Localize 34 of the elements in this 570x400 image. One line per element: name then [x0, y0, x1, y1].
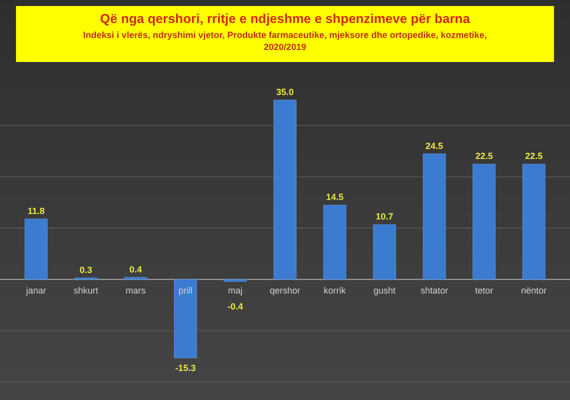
x-tick-label: prill [178, 285, 192, 296]
data-label: 22.5 [475, 151, 493, 162]
x-tick-label: janar [25, 285, 46, 296]
bar [124, 277, 148, 280]
data-label: 24.5 [426, 140, 444, 151]
bar [274, 100, 296, 280]
x-tick-label: qershor [270, 285, 300, 296]
x-tick-label: shtator [420, 285, 448, 296]
x-tick-label: shkurt [74, 285, 99, 296]
data-label: -0.4 [227, 301, 243, 312]
x-tick-label: gusht [374, 285, 396, 296]
bar [224, 279, 247, 282]
bar [472, 164, 496, 280]
data-label: 22.5 [525, 151, 543, 162]
chart-subtitle: Indeksi i vlerës, ndryshimi vjetor, Produkte farmaceutike, mjeksore dhe ortopedike, kozmetike, 2020/2019 [83, 30, 487, 52]
data-label: 35.0 [276, 87, 294, 97]
data-label: 10.7 [376, 212, 394, 222]
bar [174, 279, 197, 358]
data-label: -15.3 [175, 362, 196, 373]
bar [24, 218, 48, 280]
data-label: 11.8 [28, 206, 45, 216]
x-tick-label: nëntor [521, 285, 547, 296]
data-label: 0.4 [129, 264, 142, 274]
x-tick-label: mars [126, 285, 146, 296]
bar [373, 224, 396, 280]
bar [422, 154, 446, 280]
data-label: 14.5 [326, 192, 344, 202]
x-tick-label: maj [228, 285, 242, 296]
chart-title: Që nga qershori, rritje e ndjeshme e shpenzimeve për barna [100, 11, 471, 26]
data-label: 0.3 [80, 264, 92, 275]
bar [323, 204, 346, 280]
x-tick-label: tetor [475, 285, 494, 296]
bar [522, 164, 546, 280]
x-tick-label: korrik [324, 285, 346, 296]
